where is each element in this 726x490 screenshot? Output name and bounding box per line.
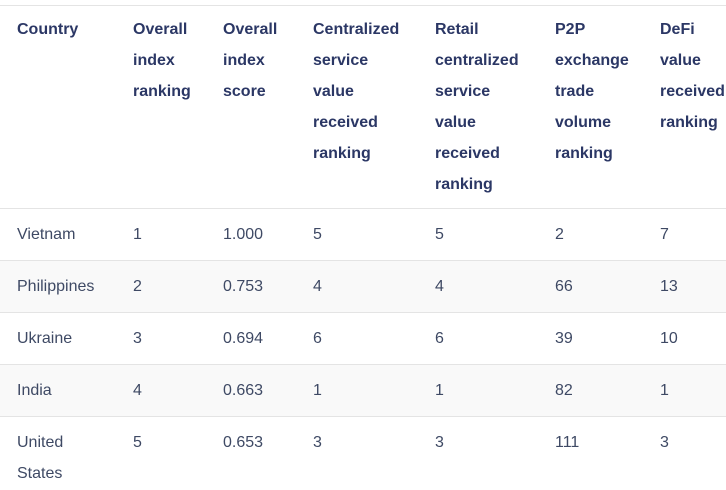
table-row-india: India 4 0.663 1 1 82 1 — [0, 364, 726, 417]
cell-defi-value-ranking: 1 — [660, 364, 726, 417]
cell-p2p-exchange-ranking: 39 — [555, 312, 660, 365]
table-row-united-states: United States 5 0.653 3 3 111 3 — [0, 416, 726, 490]
cell-centralized-service-ranking: 6 — [313, 312, 435, 365]
column-header-retail-centralized-service-value-received-ranking: Retail centralized service value receive… — [435, 5, 555, 209]
cell-retail-centralized-service-ranking: 4 — [435, 260, 555, 313]
cell-country: Ukraine — [0, 312, 133, 365]
table-row-ukraine: Ukraine 3 0.694 6 6 39 10 — [0, 312, 726, 365]
cell-retail-centralized-service-ranking: 6 — [435, 312, 555, 365]
cell-p2p-exchange-ranking: 66 — [555, 260, 660, 313]
cell-defi-value-ranking: 10 — [660, 312, 726, 365]
cell-overall-index-ranking: 5 — [133, 416, 223, 490]
cell-retail-centralized-service-ranking: 5 — [435, 208, 555, 261]
cell-defi-value-ranking: 13 — [660, 260, 726, 313]
cell-overall-index-score: 0.663 — [223, 364, 313, 417]
cell-overall-index-score: 0.653 — [223, 416, 313, 490]
cell-centralized-service-ranking: 3 — [313, 416, 435, 490]
cell-overall-index-score: 0.753 — [223, 260, 313, 313]
cell-defi-value-ranking: 3 — [660, 416, 726, 490]
cell-retail-centralized-service-ranking: 3 — [435, 416, 555, 490]
column-header-centralized-service-value-received-ranking: Centralized service value received ranki… — [313, 5, 435, 209]
table-row-vietnam: Vietnam 1 1.000 5 5 2 7 — [0, 208, 726, 261]
column-header-defi-value-received-ranking: DeFi value received ranking — [660, 5, 726, 209]
column-header-country: Country — [0, 5, 133, 209]
cell-overall-index-ranking: 1 — [133, 208, 223, 261]
cell-country: India — [0, 364, 133, 417]
table-row-philippines: Philippines 2 0.753 4 4 66 13 — [0, 260, 726, 313]
cell-overall-index-score: 1.000 — [223, 208, 313, 261]
cell-centralized-service-ranking: 1 — [313, 364, 435, 417]
crypto-adoption-index-table: Country Overall index ranking Overall in… — [0, 5, 726, 490]
cell-overall-index-ranking: 2 — [133, 260, 223, 313]
cell-overall-index-ranking: 4 — [133, 364, 223, 417]
column-header-overall-index-ranking: Overall index ranking — [133, 5, 223, 209]
header-row: Country Overall index ranking Overall in… — [0, 5, 726, 209]
cell-retail-centralized-service-ranking: 1 — [435, 364, 555, 417]
cell-centralized-service-ranking: 4 — [313, 260, 435, 313]
cell-defi-value-ranking: 7 — [660, 208, 726, 261]
cell-centralized-service-ranking: 5 — [313, 208, 435, 261]
cell-overall-index-score: 0.694 — [223, 312, 313, 365]
cell-country: Vietnam — [0, 208, 133, 261]
cell-p2p-exchange-ranking: 2 — [555, 208, 660, 261]
cell-country: United States — [0, 416, 133, 490]
column-header-overall-index-score: Overall index score — [223, 5, 313, 209]
cell-country: Philippines — [0, 260, 133, 313]
cell-p2p-exchange-ranking: 82 — [555, 364, 660, 417]
cell-overall-index-ranking: 3 — [133, 312, 223, 365]
cell-p2p-exchange-ranking: 111 — [555, 416, 660, 490]
column-header-p2p-exchange-trade-volume-ranking: P2P exchange trade volume ranking — [555, 5, 660, 209]
